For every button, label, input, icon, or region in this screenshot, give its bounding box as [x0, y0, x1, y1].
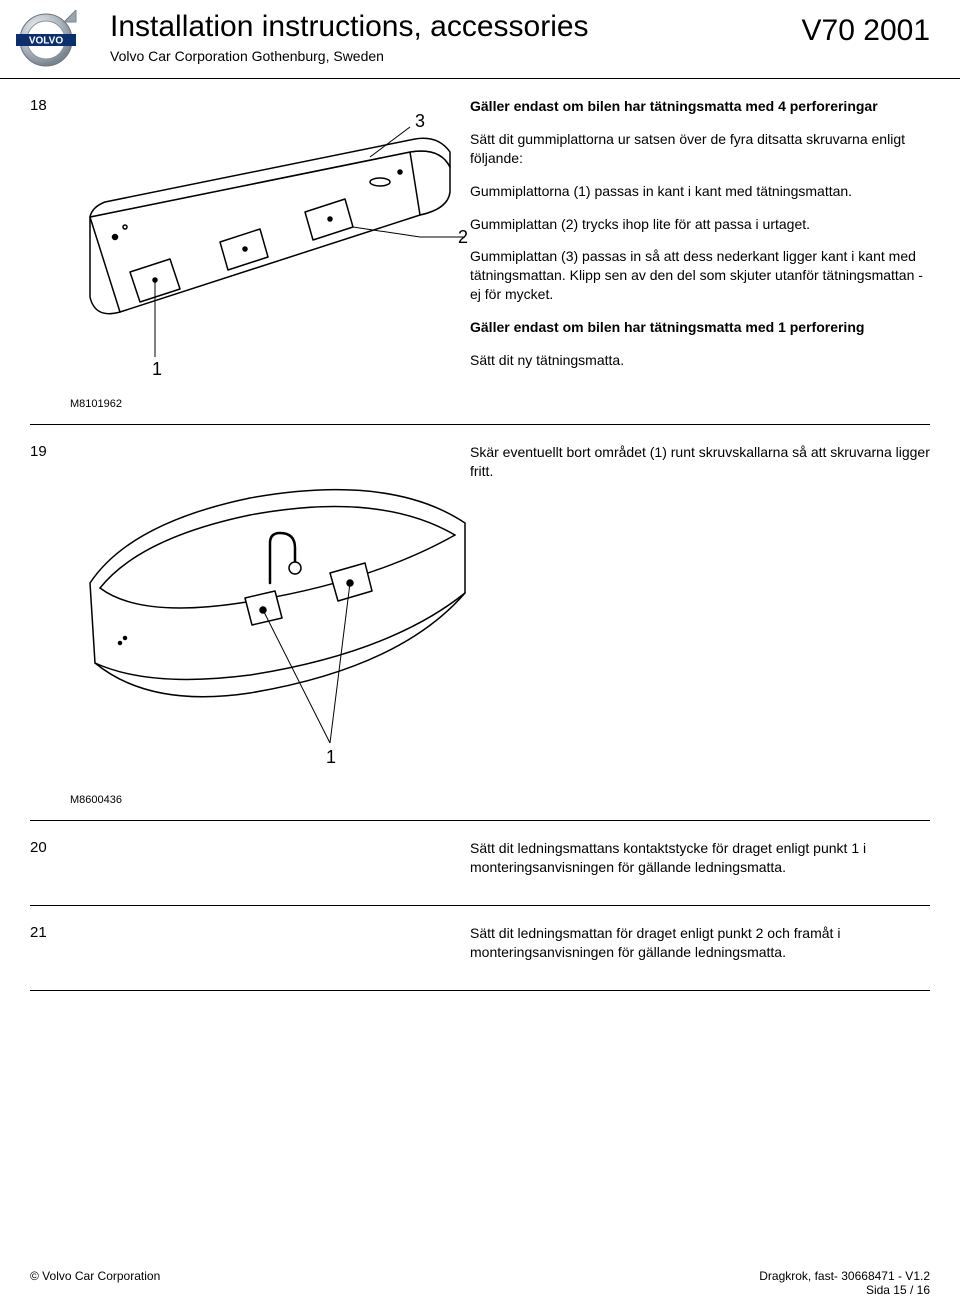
- step-21-text: Sätt dit ledningsmattan för draget enlig…: [470, 924, 930, 976]
- paragraph: Gummiplattan (3) passas in så att dess n…: [470, 247, 930, 304]
- step-18-figure: 1 2 3 M8101962: [70, 97, 470, 410]
- callout-2: 2: [458, 227, 468, 247]
- footer-page-number: Sida 15 / 16: [759, 1283, 930, 1297]
- paragraph: Gummiplattan (2) trycks ihop lite för at…: [470, 215, 930, 234]
- step-19-figure: 1 M8600436: [70, 443, 470, 806]
- paragraph: Gummiplattorna (1) passas in kant i kant…: [470, 182, 930, 201]
- page-footer: © Volvo Car Corporation Dragkrok, fast- …: [0, 1269, 960, 1297]
- header-subtitle: Volvo Car Corporation Gothenburg, Sweden: [110, 48, 802, 64]
- step-18: 18: [30, 79, 930, 425]
- callout-1: 1: [326, 747, 336, 767]
- header-title: Installation instructions, accessories: [110, 10, 802, 44]
- callout-1: 1: [152, 359, 162, 379]
- footer-left: © Volvo Car Corporation: [30, 1269, 160, 1297]
- step-21: 21 Sätt dit ledningsmattan för draget en…: [30, 906, 930, 991]
- step-18-text: Gäller endast om bilen har tätningsmatta…: [470, 97, 930, 410]
- footer-doc-id: Dragkrok, fast- 30668471 - V1.2: [759, 1269, 930, 1283]
- paragraph: Skär eventuellt bort området (1) runt sk…: [470, 443, 930, 481]
- step-20-text: Sätt dit ledningsmattans kontaktstycke f…: [470, 839, 930, 891]
- svg-text:VOLVO: VOLVO: [29, 36, 63, 47]
- figure-reference: M8101962: [70, 398, 450, 410]
- step-number: 21: [30, 924, 70, 976]
- paragraph: Gäller endast om bilen har tätningsmatta…: [470, 97, 930, 116]
- paragraph: Sätt dit gummiplattorna ur satsen över d…: [470, 130, 930, 168]
- header-model: V70 2001: [802, 14, 930, 48]
- step-number: 18: [30, 97, 70, 410]
- content: 18: [0, 79, 960, 991]
- callout-3: 3: [415, 111, 425, 131]
- step-21-empty-figure: [70, 924, 470, 976]
- figure-reference: M8600436: [70, 794, 450, 806]
- footer-right: Dragkrok, fast- 30668471 - V1.2 Sida 15 …: [759, 1269, 930, 1297]
- step-19-text: Skär eventuellt bort området (1) runt sk…: [470, 443, 930, 806]
- header-titles: Installation instructions, accessories V…: [110, 10, 802, 64]
- step-20-empty-figure: [70, 839, 470, 891]
- step-number: 19: [30, 443, 70, 806]
- paragraph: Gäller endast om bilen har tätningsmatta…: [470, 318, 930, 337]
- paragraph: Sätt dit ledningsmattan för draget enlig…: [470, 924, 930, 962]
- paragraph: Sätt dit ny tätningsmatta.: [470, 351, 930, 370]
- step-number: 20: [30, 839, 70, 891]
- paragraph: Sätt dit ledningsmattans kontaktstycke f…: [470, 839, 930, 877]
- step-19: 19: [30, 425, 930, 821]
- volvo-logo: VOLVO: [10, 10, 90, 70]
- page-header: VOLVO Installation instructions, accesso…: [0, 0, 960, 79]
- step-20: 20 Sätt dit ledningsmattans kontaktstyck…: [30, 821, 930, 906]
